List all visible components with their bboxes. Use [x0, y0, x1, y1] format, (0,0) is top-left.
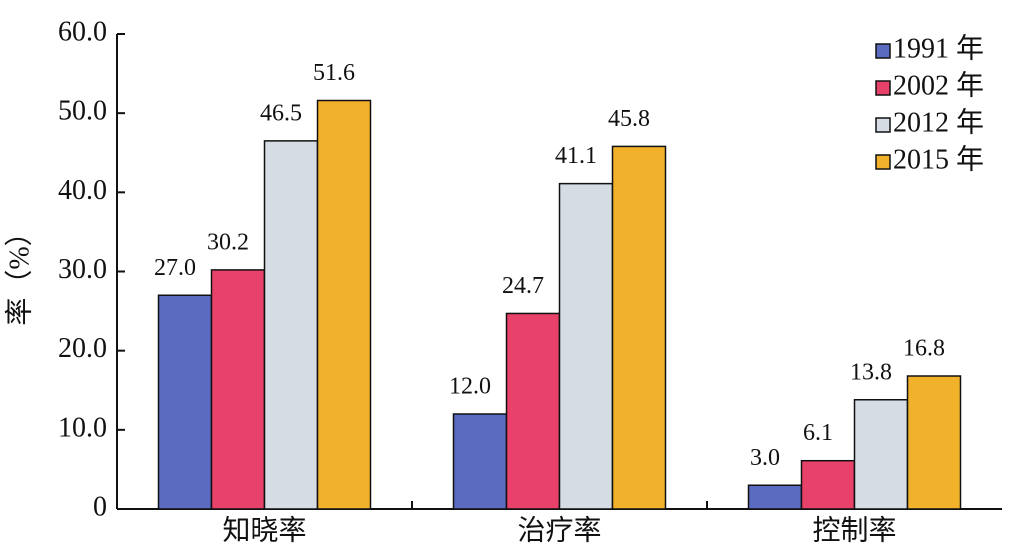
legend-label: 1991 年 [893, 32, 984, 64]
y-tick-label: 0 [93, 491, 107, 522]
value-label: 46.5 [260, 100, 302, 126]
value-label: 12.0 [449, 374, 491, 400]
x-tick-label: 控制率 [812, 514, 896, 546]
bar [263, 140, 319, 510]
y-tick-label: 10.0 [58, 412, 107, 443]
legend-swatch [875, 43, 891, 59]
value-label: 24.7 [502, 273, 544, 299]
value-label: 41.1 [555, 143, 597, 169]
y-tick-label: 60.0 [58, 16, 107, 47]
bar [747, 484, 803, 510]
bar [800, 459, 856, 510]
legend-label: 2002 年 [893, 69, 984, 101]
legend-label: 2015 年 [893, 143, 984, 175]
value-label: 30.2 [207, 229, 249, 255]
legend-swatch [875, 117, 891, 133]
bar [316, 99, 372, 510]
bar [157, 294, 213, 510]
y-tick-label: 30.0 [58, 254, 107, 285]
legend-label: 2012 年 [893, 106, 984, 138]
bar [558, 182, 614, 510]
legend-swatch [875, 80, 891, 96]
value-label: 3.0 [750, 445, 780, 471]
value-label: 27.0 [154, 255, 196, 281]
y-tick-label: 50.0 [58, 96, 107, 127]
value-label: 6.1 [803, 420, 833, 446]
value-label: 16.8 [903, 336, 945, 362]
value-label: 45.8 [608, 106, 650, 132]
bar [452, 413, 508, 510]
y-tick-label: 40.0 [58, 175, 107, 206]
y-axis-label: 率（%） [3, 218, 35, 325]
bar [210, 269, 266, 510]
x-tick-label: 治疗率 [517, 514, 601, 546]
y-tick-label: 20.0 [58, 333, 107, 364]
bar [853, 399, 909, 510]
value-label: 13.8 [850, 359, 892, 385]
legend-swatch [875, 154, 891, 170]
bar [611, 145, 667, 510]
bar [505, 312, 561, 510]
value-label: 51.6 [313, 60, 355, 86]
bar [906, 375, 962, 510]
x-tick-label: 知晓率 [222, 514, 306, 546]
